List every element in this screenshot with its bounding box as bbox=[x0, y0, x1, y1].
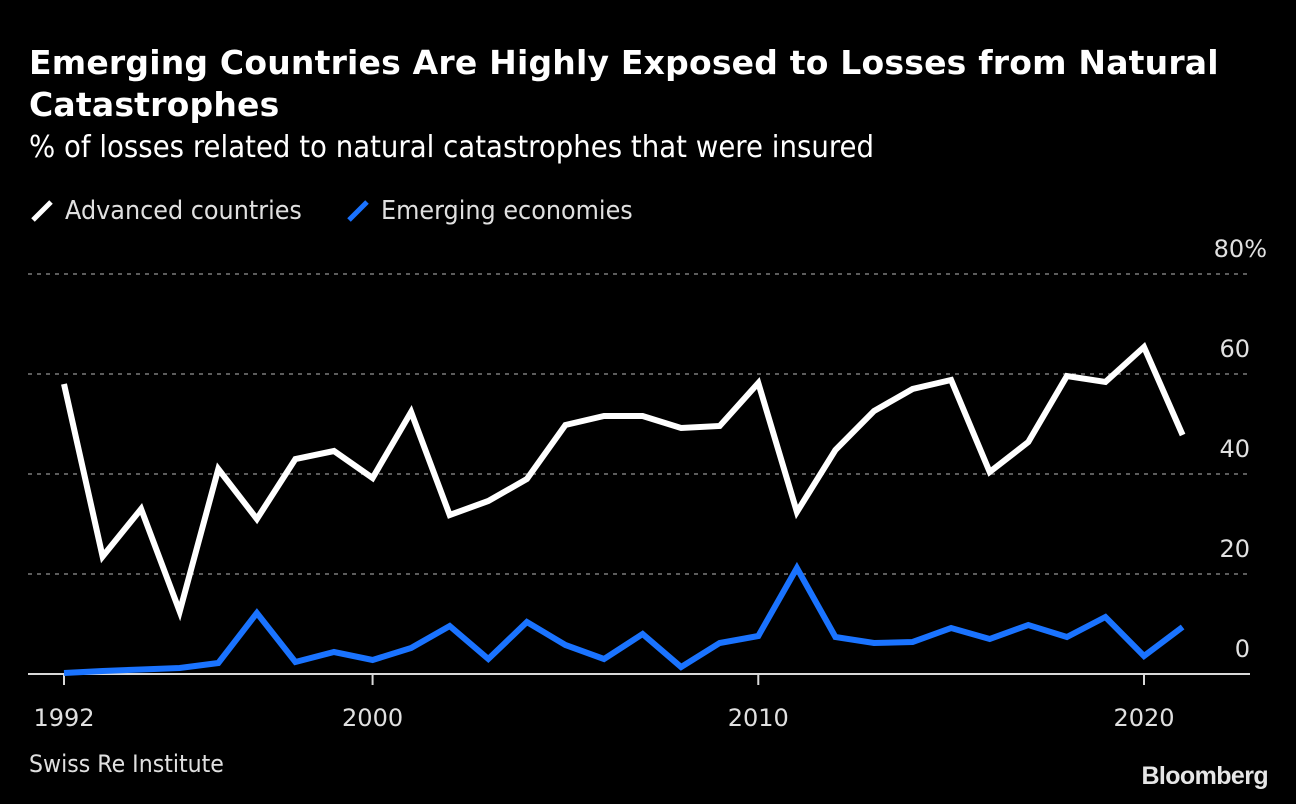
data-point-emerging-economies-1997 bbox=[254, 611, 259, 616]
y-tick-label-20: 20 bbox=[1219, 535, 1250, 563]
series-emerging-economies bbox=[62, 561, 1185, 676]
data-point-advanced-countries-2002 bbox=[447, 513, 452, 518]
data-point-advanced-countries-1995 bbox=[177, 609, 182, 614]
y-tick-label-60: 60 bbox=[1219, 335, 1250, 363]
data-point-advanced-countries-2019 bbox=[1103, 380, 1108, 385]
chart-legend: Advanced countries Emerging economies bbox=[29, 193, 676, 229]
data-point-emerging-economies-2021 bbox=[1180, 625, 1185, 630]
legend-label-advanced: Advanced countries bbox=[65, 196, 302, 226]
legend-item-emerging: Emerging economies bbox=[345, 196, 655, 226]
bloomberg-logo: Bloomberg bbox=[1141, 762, 1268, 790]
data-point-emerging-economies-1993 bbox=[100, 669, 105, 674]
data-point-advanced-countries-2007 bbox=[640, 414, 645, 419]
y-tick-label-80: 80% bbox=[1214, 235, 1267, 263]
data-point-emerging-economies-2017 bbox=[1026, 623, 1031, 628]
chart-subtitle: % of losses related to natural catastrop… bbox=[29, 130, 875, 165]
data-point-emerging-economies-2015 bbox=[949, 626, 954, 631]
data-point-advanced-countries-2000 bbox=[370, 476, 375, 481]
data-point-emerging-economies-1995 bbox=[177, 666, 182, 671]
data-point-advanced-countries-2003 bbox=[486, 499, 491, 504]
data-point-emerging-economies-2005 bbox=[563, 643, 568, 648]
data-point-advanced-countries-1994 bbox=[139, 507, 144, 512]
data-point-emerging-economies-2016 bbox=[987, 637, 992, 642]
legend-swatch-line-advanced bbox=[31, 200, 53, 222]
source-note: Swiss Re Institute bbox=[29, 750, 224, 778]
data-point-advanced-countries-2021 bbox=[1180, 433, 1185, 438]
data-point-emerging-economies-2011 bbox=[794, 566, 799, 571]
data-point-emerging-economies-2001 bbox=[409, 646, 414, 651]
legend-item-advanced: Advanced countries bbox=[29, 196, 323, 226]
gridlines bbox=[28, 273, 1250, 575]
data-point-emerging-economies-2013 bbox=[872, 641, 877, 646]
data-point-advanced-countries-1996 bbox=[216, 467, 221, 472]
data-point-emerging-economies-2014 bbox=[910, 640, 915, 645]
chart-title: Emerging Countries Are Highly Exposed to… bbox=[29, 43, 1219, 124]
data-point-emerging-economies-2020 bbox=[1142, 654, 1147, 659]
data-point-advanced-countries-2012 bbox=[833, 448, 838, 453]
data-point-emerging-economies-2010 bbox=[756, 634, 761, 639]
data-point-emerging-economies-1992 bbox=[62, 671, 67, 676]
data-point-advanced-countries-2016 bbox=[987, 470, 992, 475]
data-point-emerging-economies-1998 bbox=[293, 660, 298, 665]
data-point-emerging-economies-2018 bbox=[1064, 635, 1069, 640]
data-point-emerging-economies-1994 bbox=[139, 667, 144, 672]
x-tick-label-2020: 2020 bbox=[1113, 704, 1174, 732]
data-point-advanced-countries-2009 bbox=[717, 424, 722, 429]
data-point-advanced-countries-2004 bbox=[524, 477, 529, 482]
data-point-advanced-countries-1998 bbox=[293, 457, 298, 462]
data-point-advanced-countries-2015 bbox=[949, 378, 954, 383]
data-point-advanced-countries-1993 bbox=[100, 554, 105, 559]
data-point-advanced-countries-2020 bbox=[1142, 345, 1147, 350]
data-point-emerging-economies-2019 bbox=[1103, 615, 1108, 620]
data-point-advanced-countries-2014 bbox=[910, 387, 915, 392]
data-point-emerging-economies-2000 bbox=[370, 658, 375, 663]
data-point-advanced-countries-2013 bbox=[872, 409, 877, 414]
data-point-advanced-countries-1992 bbox=[62, 382, 67, 387]
x-tick-label-2000: 2000 bbox=[342, 704, 403, 732]
series-advanced-countries bbox=[61, 341, 1186, 622]
data-point-emerging-economies-2006 bbox=[602, 657, 607, 662]
data-point-advanced-countries-1997 bbox=[254, 517, 259, 522]
data-point-emerging-economies-2003 bbox=[486, 657, 491, 662]
data-point-emerging-economies-2009 bbox=[717, 641, 722, 646]
data-point-advanced-countries-2011 bbox=[794, 510, 799, 515]
y-axis-tick-labels: 0 20 40 60 80% bbox=[1214, 235, 1267, 663]
data-point-advanced-countries-2017 bbox=[1026, 440, 1031, 445]
data-point-advanced-countries-2001 bbox=[409, 410, 414, 415]
x-axis: 1992 2000 2010 2020 bbox=[28, 673, 1250, 732]
data-point-advanced-countries-1999 bbox=[332, 449, 337, 454]
data-point-emerging-economies-1999 bbox=[332, 650, 337, 655]
legend-swatch-emerging bbox=[346, 200, 369, 222]
data-point-advanced-countries-2008 bbox=[679, 426, 684, 431]
data-point-emerging-economies-1996 bbox=[216, 661, 221, 666]
data-point-emerging-economies-2002 bbox=[447, 624, 452, 629]
series-line-advanced-countries bbox=[61, 341, 1186, 622]
x-tick-label-1992: 1992 bbox=[33, 704, 94, 732]
series-lines bbox=[61, 341, 1186, 676]
data-point-emerging-economies-2008 bbox=[679, 665, 684, 670]
legend-swatch-line-emerging bbox=[346, 200, 369, 222]
data-point-advanced-countries-2005 bbox=[563, 423, 568, 428]
y-tick-label-40: 40 bbox=[1219, 435, 1250, 463]
y-tick-label-0: 0 bbox=[1235, 635, 1250, 663]
data-point-advanced-countries-2010 bbox=[756, 381, 761, 386]
data-point-emerging-economies-2012 bbox=[833, 635, 838, 640]
x-tick-label-2010: 2010 bbox=[728, 704, 789, 732]
data-point-emerging-economies-2007 bbox=[640, 632, 645, 637]
data-point-advanced-countries-2006 bbox=[602, 414, 607, 419]
legend-swatch-advanced bbox=[31, 200, 53, 222]
legend-label-emerging: Emerging economies bbox=[380, 196, 633, 226]
series-line-emerging-economies bbox=[63, 561, 1185, 676]
data-point-advanced-countries-2018 bbox=[1064, 374, 1069, 379]
data-point-emerging-economies-2004 bbox=[524, 620, 529, 625]
